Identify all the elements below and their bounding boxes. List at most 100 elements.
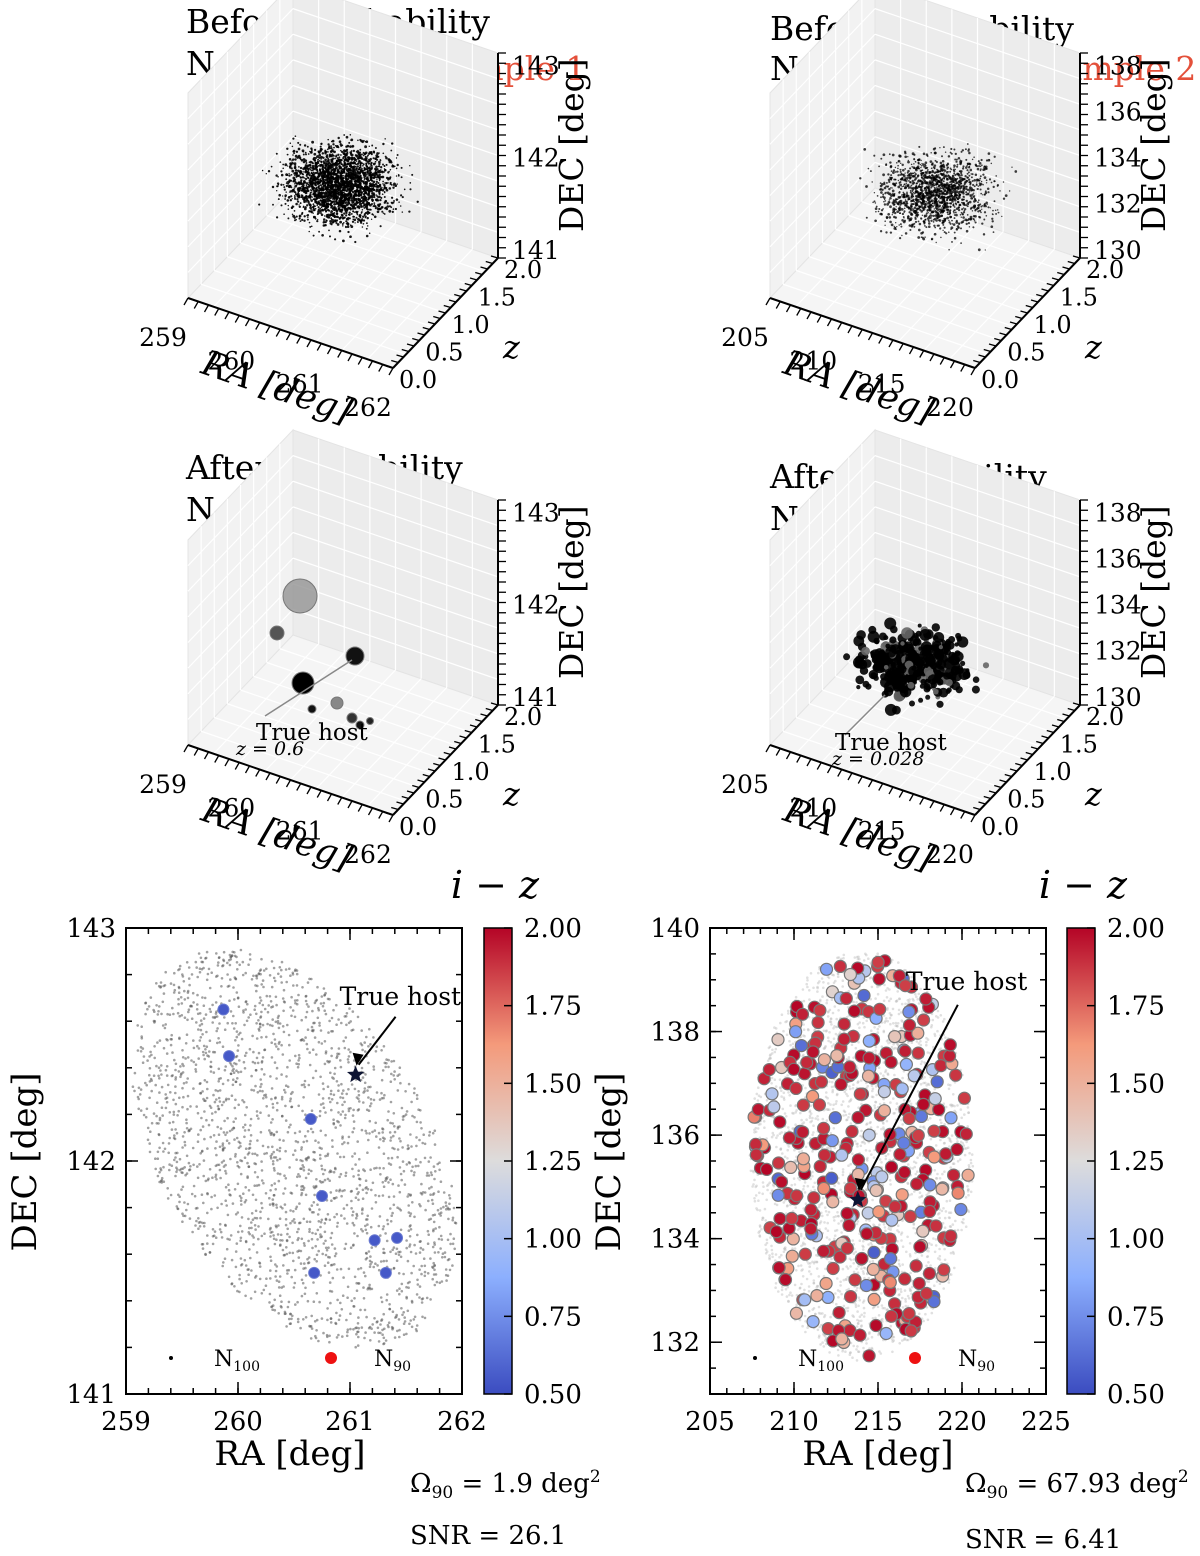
scatter-point	[967, 201, 970, 204]
scatter-point	[367, 154, 369, 157]
scatter-point	[380, 166, 383, 169]
y-tick	[412, 337, 420, 342]
scatter-point	[313, 148, 317, 152]
scatter-point	[306, 176, 308, 178]
scatter-point	[350, 150, 353, 152]
scatter-point	[341, 178, 343, 181]
scatter-point	[985, 167, 988, 170]
scatter-point	[922, 192, 925, 196]
scatter-point	[297, 174, 300, 177]
scatter-point	[309, 164, 312, 167]
scatter-point	[985, 215, 988, 217]
scatter-point	[895, 161, 898, 164]
scatter-point	[980, 180, 983, 183]
scatter-point	[301, 211, 304, 214]
y-tick	[401, 348, 409, 353]
scatter-point	[356, 201, 359, 204]
scatter-point	[331, 158, 333, 161]
scatter-point	[934, 197, 937, 199]
scatter-point	[322, 201, 326, 204]
scatter-point	[372, 184, 376, 187]
scatter-point	[330, 217, 333, 220]
scatter-point	[883, 181, 886, 184]
grid-line	[187, 59, 294, 171]
scatter-point	[357, 168, 360, 171]
scatter-point	[937, 219, 941, 222]
scatter-point	[884, 224, 886, 226]
scatter-point	[291, 145, 294, 148]
scatter-point	[949, 170, 952, 173]
scatter-point	[983, 203, 986, 207]
scatter-point	[910, 195, 913, 197]
scatter-point	[363, 207, 366, 209]
scatter-point	[326, 173, 329, 175]
scatter-point	[324, 209, 328, 213]
x-tick	[285, 332, 292, 341]
scatter-point	[390, 196, 394, 199]
y-tick-label: 1.0	[452, 758, 490, 786]
scatter-point	[335, 155, 338, 158]
scatter-point	[913, 167, 915, 169]
scatter-point	[968, 191, 971, 193]
scatter-point	[349, 203, 352, 206]
scatter-point	[910, 224, 914, 228]
scatter-point	[325, 168, 329, 172]
scatter-point	[312, 206, 314, 208]
scatter-point	[299, 173, 301, 175]
scatter-point	[289, 162, 292, 165]
scatter-point	[375, 165, 378, 169]
scatter-point	[319, 189, 322, 192]
scatter-point	[917, 220, 920, 223]
scatter-point	[916, 174, 920, 177]
scatter-point	[938, 210, 940, 213]
scatter-point	[942, 168, 945, 171]
scatter-point	[368, 145, 371, 148]
scatter-point	[921, 236, 924, 239]
scatter-point	[955, 213, 958, 217]
scatter-point	[978, 216, 982, 219]
scatter-point	[915, 190, 918, 193]
scatter-point	[956, 197, 960, 201]
scatter-point	[933, 224, 936, 227]
scatter-point	[329, 221, 333, 225]
scatter-point	[875, 210, 877, 213]
scatter-point	[335, 216, 338, 218]
scatter-point	[342, 157, 345, 160]
scatter-point	[314, 183, 317, 186]
scatter-point	[344, 216, 346, 219]
scatter-point	[355, 154, 359, 158]
x-tick	[214, 755, 220, 763]
scatter-point	[289, 191, 291, 194]
scatter-point	[950, 147, 953, 151]
scatter-point	[287, 182, 290, 185]
scatter-point	[928, 220, 930, 223]
scatter-point	[932, 211, 935, 214]
scatter-point	[376, 152, 380, 155]
y-tick-label: 1.5	[478, 284, 516, 312]
scatter-point	[329, 180, 332, 183]
scatter-point	[982, 173, 985, 176]
scatter-point	[351, 201, 355, 204]
scatter-point	[297, 169, 300, 173]
scatter-point	[893, 178, 896, 181]
scatter-point	[342, 188, 345, 191]
x-tick-label: 205	[721, 770, 769, 799]
scatter-point	[921, 189, 924, 192]
n90-point	[918, 697, 924, 703]
scatter-point	[380, 196, 383, 199]
scatter-point	[315, 197, 318, 199]
scatter-point	[316, 204, 318, 207]
scatter-point	[294, 181, 297, 184]
x-tick	[847, 325, 853, 334]
scatter-point	[921, 214, 924, 216]
scatter-point	[302, 153, 305, 156]
scatter-point	[306, 218, 309, 221]
scatter-point	[344, 186, 347, 189]
scatter-point	[932, 178, 936, 182]
n90-point	[909, 700, 915, 707]
scatter-point	[396, 163, 399, 167]
n90-point	[282, 578, 318, 614]
scatter-point	[954, 186, 957, 190]
scatter-point	[342, 221, 345, 224]
scatter-point	[938, 189, 941, 192]
